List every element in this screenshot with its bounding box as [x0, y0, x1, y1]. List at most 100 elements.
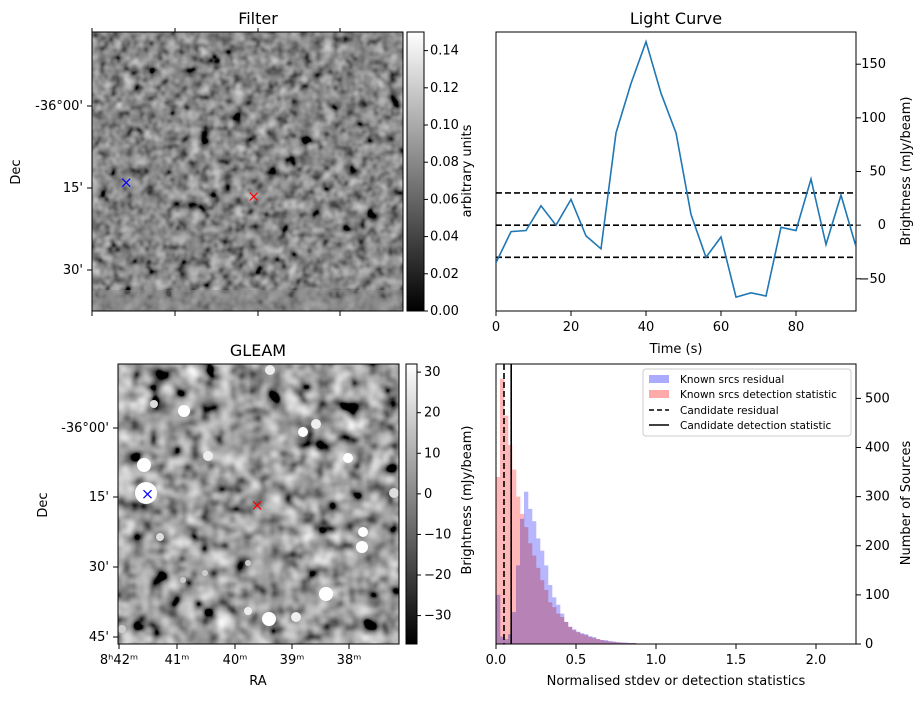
filter-cbar-tick-label: 0.06	[430, 192, 459, 207]
gleam-ytick-label: 30'	[89, 560, 109, 575]
gleam-xtick-label: 41ᵐ	[165, 653, 190, 668]
histogram-xtick-label: 1.0	[646, 653, 667, 668]
histogram-ytick-label: 0	[865, 637, 873, 652]
histogram-panel: 0.0 0.5 1.0 1.5 2.0 0 100 200 300 400 500 Normali…	[486, 364, 914, 689]
histogram-bar	[596, 639, 600, 644]
filter-ytick-label: -36°00'	[35, 99, 83, 114]
histogram-bar	[532, 556, 536, 644]
histogram-bar	[540, 580, 544, 644]
light-curve-xtick-label: 80	[788, 320, 805, 335]
filter-colorbar-label: arbitrary units	[460, 124, 475, 217]
histogram-bar	[496, 477, 500, 644]
filter-ytick-label: 30'	[63, 263, 83, 278]
histogram-bar	[512, 470, 516, 644]
gleam-cbar-tick-label: 10	[424, 446, 441, 461]
gleam-cbar-tick-label: 20	[424, 406, 441, 421]
filter-cbar-tick-label: 0.04	[430, 230, 459, 245]
gleam-cbar-tick-label: −20	[424, 568, 451, 583]
histogram-xtick-label: 0.0	[486, 653, 507, 668]
histogram-legend: Known srcs residual Known srcs detection…	[643, 369, 851, 436]
gleam-colorbar-label: Brightness (mJy/beam)	[460, 426, 475, 575]
histogram-bar	[568, 627, 572, 644]
filter-panel: Filter -36°00' 15' 30' Dec 0.00 0.02 0.04 0.0…	[9, 9, 475, 319]
light-curve-xlabel: Time (s)	[649, 342, 703, 357]
light-curve-xtick-label: 40	[638, 320, 655, 335]
filter-title: Filter	[238, 9, 278, 28]
gleam-ytick-label: 45'	[89, 630, 109, 645]
filter-image	[92, 32, 403, 311]
histogram-bar	[524, 527, 528, 644]
light-curve-ytick-label: 0	[878, 218, 886, 233]
gleam-xtick-label: 38ᵐ	[337, 653, 362, 668]
legend-label-candidate-residual: Candidate residual	[680, 405, 779, 417]
legend-label-residual: Known srcs residual	[680, 374, 784, 386]
legend-label-candidate-detection: Candidate detection statistic	[680, 420, 832, 432]
histogram-bar	[580, 634, 584, 644]
light-curve-xtick-label: 0	[492, 320, 500, 335]
filter-cbar-tick-label: 0.00	[430, 304, 459, 319]
histogram-bar	[584, 635, 588, 644]
filter-ytick-label: 15'	[63, 181, 83, 196]
histogram-bar	[560, 617, 564, 644]
legend-swatch-residual	[649, 375, 669, 383]
light-curve-ytick-label: 100	[861, 111, 886, 126]
gleam-title: GLEAM	[230, 341, 286, 360]
histogram-bar	[520, 514, 524, 644]
histogram-ytick-label: 400	[865, 441, 890, 456]
histogram-xtick-label: 2.0	[806, 653, 827, 668]
histogram-xlabel: Normalised stdev or detection statistics	[547, 674, 806, 689]
histogram-xtick-label: 0.5	[566, 653, 587, 668]
histogram-bar	[576, 632, 580, 644]
light-curve-xtick-label: 60	[713, 320, 730, 335]
light-curve-ylabel: Brightness (mJy/beam)	[899, 97, 914, 246]
gleam-cbar-tick-label: −30	[424, 609, 451, 624]
histogram-bar	[548, 602, 552, 644]
filter-cbar-tick-label: 0.14	[430, 44, 459, 59]
filter-ylabel: Dec	[9, 159, 24, 184]
histogram-bar	[556, 614, 560, 644]
filter-cbar-tick-label: 0.02	[430, 267, 459, 282]
histogram-bar	[588, 637, 592, 644]
filter-edge-band	[92, 290, 403, 311]
light-curve-ytick-label: 150	[861, 57, 886, 72]
light-curve-ytick-label: 50	[869, 165, 886, 180]
histogram-ytick-label: 300	[865, 490, 890, 505]
filter-cbar-tick-label: 0.10	[430, 118, 459, 133]
histogram-ytick-label: 200	[865, 539, 890, 554]
histogram-bar	[572, 630, 576, 644]
gleam-cbar-tick-label: 0	[424, 487, 432, 502]
histogram-bar	[600, 640, 604, 644]
histogram-bar	[536, 568, 540, 644]
filter-colorbar	[407, 32, 424, 311]
light-curve-xtick-label: 20	[563, 320, 580, 335]
histogram-bar	[516, 497, 520, 644]
histogram-ytick-label: 500	[865, 391, 890, 406]
light-curve-ytick-label: −50	[859, 272, 886, 287]
histogram-bar	[592, 638, 596, 644]
gleam-xtick-label: 40ᵐ	[223, 653, 248, 668]
light-curve-panel: Light Curve 0 20 40 60 80 −50 0 50 100 150 Time …	[492, 9, 914, 357]
gleam-cbar-tick-label: 30	[424, 365, 441, 380]
legend-label-detection: Known srcs detection statistic	[680, 389, 837, 401]
gleam-ytick-label: -36°00'	[61, 421, 109, 436]
histogram-bar	[552, 607, 556, 644]
gleam-ylabel: Dec	[36, 492, 51, 517]
histogram-xtick-label: 1.5	[726, 653, 747, 668]
gleam-cbar-tick-label: −10	[424, 527, 451, 542]
gleam-ytick-label: 15'	[89, 490, 109, 505]
legend-swatch-detection	[649, 390, 669, 398]
gleam-xlabel: RA	[249, 674, 267, 689]
gleam-xtick-label: 8ʰ42ᵐ	[100, 653, 138, 668]
light-curve-title: Light Curve	[630, 9, 722, 28]
gleam-colorbar	[406, 364, 417, 644]
histogram-ylabel: Number of Sources	[899, 441, 914, 566]
histogram-ytick-label: 100	[865, 588, 890, 603]
gleam-panel: GLEAM 8ʰ42ᵐ 41ᵐ 40ᵐ 39ᵐ 38ᵐ	[36, 341, 475, 689]
histogram-bar	[564, 622, 568, 644]
gleam-xtick-label: 39ᵐ	[280, 653, 305, 668]
histogram-bar	[544, 590, 548, 644]
filter-cbar-tick-label: 0.12	[430, 81, 459, 96]
histogram-bar	[528, 543, 532, 644]
filter-cbar-tick-label: 0.08	[430, 155, 459, 170]
